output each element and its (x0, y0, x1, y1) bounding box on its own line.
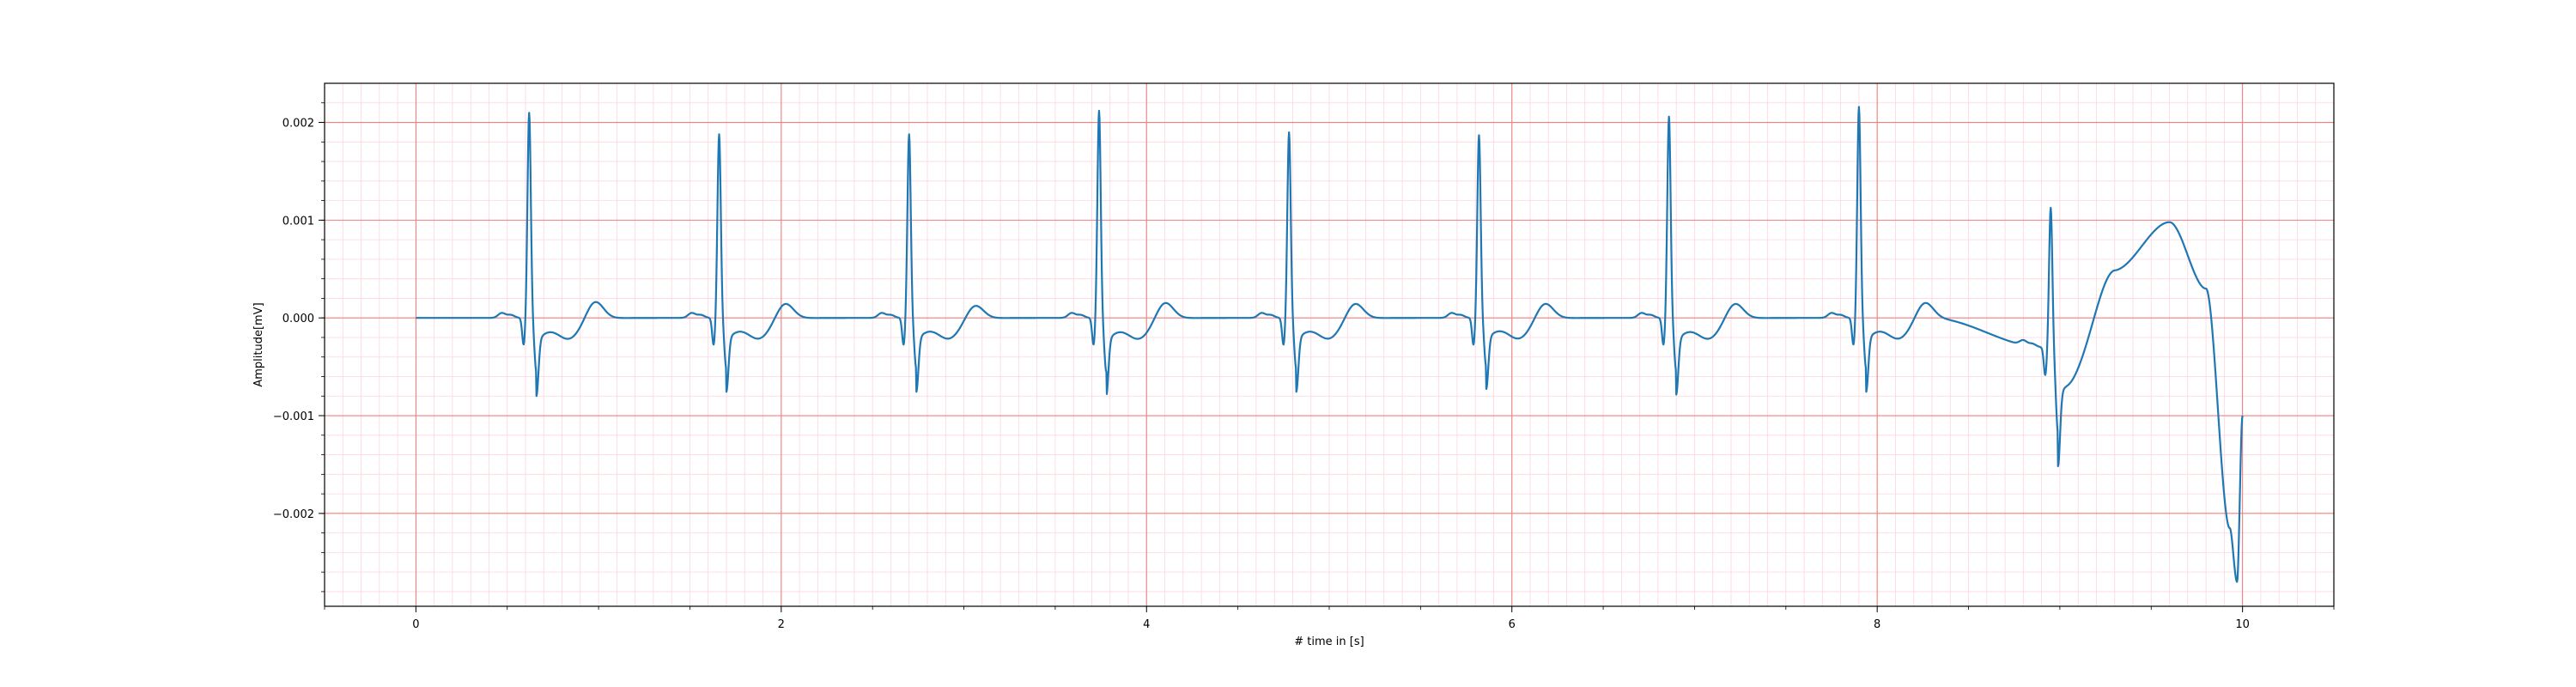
y-axis-ticks: 0.002 0.001 0.000 −0.001 −0.002 (273, 102, 325, 593)
y-tick-label: −0.002 (273, 508, 314, 521)
x-tick-label: 10 (2235, 618, 2250, 631)
ecg-signal-line (415, 106, 2244, 583)
x-tick-label: 2 (778, 618, 785, 631)
x-tick-label: 6 (1509, 618, 1516, 631)
y-tick-label: 0.001 (283, 215, 314, 228)
x-axis-label: # time in [s] (1294, 635, 1364, 648)
y-axis-label: Amplitude[mV] (252, 302, 265, 386)
plot-area (415, 106, 2244, 583)
x-axis-ticks: 0 2 4 6 8 10 (324, 606, 2335, 631)
y-tick-label: 0.000 (283, 313, 314, 325)
x-tick-label: 8 (1874, 618, 1880, 631)
major-grid (325, 83, 2334, 606)
x-tick-label: 0 (412, 618, 419, 631)
y-tick-label: 0.002 (283, 118, 314, 131)
x-tick-label: 4 (1143, 618, 1150, 631)
y-tick-label: −0.001 (273, 410, 314, 423)
